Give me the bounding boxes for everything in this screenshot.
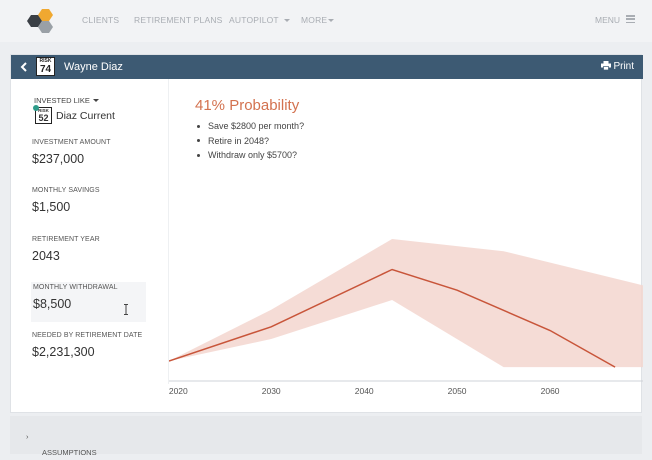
projection-chart: 2020 2030 2040 2050 2060	[169, 239, 643, 396]
portfolio-risk-label: RISK	[38, 108, 49, 113]
nav-item-more[interactable]: MORE	[301, 15, 328, 25]
portfolio-name: Diaz Current	[56, 110, 115, 122]
logo-hex-gray	[38, 21, 53, 33]
plan-card: RISK 74 Wayne Diaz Print INVESTED LIKE R…	[10, 54, 643, 413]
monthly-savings-field[interactable]: MONTHLY SAVINGS $1,500	[32, 187, 150, 214]
suggestion-item: Retire in 2048?	[196, 134, 304, 149]
confidence-band	[169, 239, 643, 368]
nav-item-autopilot[interactable]: AUTOPILOT	[229, 15, 279, 25]
field-label: NEEDED BY RETIREMENT DATE	[32, 332, 143, 339]
nav-item-clients[interactable]: CLIENTS	[82, 15, 120, 25]
assumptions-toggle[interactable]: › ASSUMPTIONS	[26, 432, 97, 457]
logo-icon[interactable]	[26, 8, 54, 34]
probability-title: 41% Probability	[195, 97, 300, 114]
caret-down-icon	[328, 19, 335, 22]
client-name: Wayne Diaz	[64, 61, 123, 73]
logo-hex-orange	[38, 9, 53, 21]
assumptions-bar[interactable]: › ASSUMPTIONS	[10, 416, 642, 457]
status-dot-icon	[33, 105, 39, 111]
printer-icon	[601, 61, 612, 70]
nav-item-retirement-plans[interactable]: RETIREMENT PLANS	[134, 15, 223, 25]
invested-like-dropdown[interactable]: INVESTED LIKE	[34, 96, 99, 105]
monthly-withdrawal-field[interactable]: MONTHLY WITHDRAWAL $8,500	[31, 282, 146, 322]
assumptions-label: ASSUMPTIONS	[42, 448, 97, 457]
x-tick-label: 2060	[541, 386, 560, 396]
top-nav: CLIENTS RETIREMENT PLANS AUTOPILOT MORE MEN…	[0, 0, 652, 42]
logo-hex-dark	[27, 15, 42, 27]
field-value[interactable]: 2043	[32, 249, 60, 263]
field-label: MONTHLY SAVINGS	[32, 187, 100, 194]
field-label: RETIREMENT YEAR	[32, 236, 100, 243]
print-label: Print	[613, 61, 634, 72]
suggestion-item: Save $2800 per month?	[196, 119, 304, 134]
plan-inputs-sidebar: INVESTED LIKE RISK 52 Diaz Current INVES…	[11, 79, 169, 384]
needed-by-retirement-field: NEEDED BY RETIREMENT DATE $2,231,300	[32, 332, 150, 359]
caret-down-icon	[92, 99, 99, 102]
field-value[interactable]: $8,500	[33, 297, 72, 311]
risk-badge-label: RISK	[39, 58, 52, 64]
x-tick-label: 2020	[169, 386, 188, 396]
print-button[interactable]: Print	[601, 61, 634, 72]
x-tick-label: 2040	[355, 386, 374, 396]
invested-like-label: INVESTED LIKE	[34, 96, 90, 105]
median-projection-line	[169, 268, 616, 368]
field-label: MONTHLY WITHDRAWAL	[33, 284, 118, 291]
caret-down-icon	[284, 19, 291, 22]
risk-badge: RISK 74	[36, 57, 55, 76]
x-tick-label: 2050	[448, 386, 467, 396]
field-value[interactable]: $1,500	[32, 200, 71, 214]
x-tick-label: 2030	[262, 386, 281, 396]
suggestion-list: Save $2800 per month? Retire in 2048? Wi…	[196, 119, 304, 163]
suggestion-item: Withdraw only $5700?	[196, 148, 304, 163]
client-header: RISK 74 Wayne Diaz Print	[11, 55, 643, 79]
text-cursor-icon	[124, 304, 128, 315]
menu-button[interactable]: MENU	[595, 15, 621, 25]
field-value: $2,231,300	[32, 345, 95, 359]
hamburger-icon[interactable]	[626, 15, 635, 24]
portfolio-risk-score: 52	[38, 113, 49, 123]
field-label: INVESTMENT AMOUNT	[32, 139, 111, 146]
field-value[interactable]: $237,000	[32, 152, 85, 166]
chevron-left-icon[interactable]	[20, 62, 28, 72]
investment-amount-field[interactable]: INVESTMENT AMOUNT $237,000	[32, 139, 150, 166]
portfolio-risk-badge: RISK 52	[35, 107, 52, 124]
risk-badge-score: 74	[39, 64, 52, 75]
retirement-year-field[interactable]: RETIREMENT YEAR 2043	[32, 236, 150, 263]
